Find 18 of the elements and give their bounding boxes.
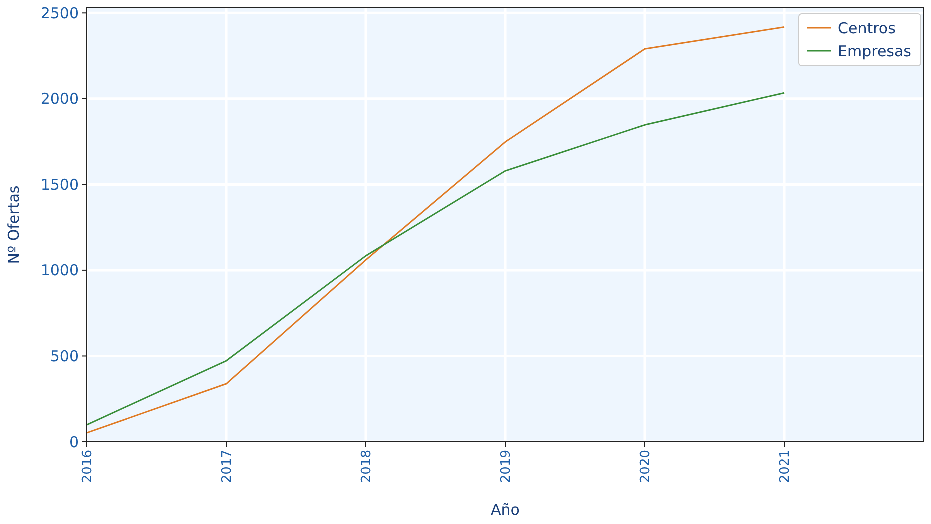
y-tick-label: 1500 [40, 176, 79, 194]
x-tick-label: 2017 [220, 450, 236, 484]
y-tick-label: 500 [50, 347, 79, 366]
x-tick-label: 2016 [80, 450, 96, 484]
x-tick-label: 2021 [778, 450, 794, 484]
y-tick-label: 0 [69, 433, 79, 452]
line-series [86, 92, 786, 426]
line-series [86, 26, 786, 434]
y-axis-title: Nº Ofertas [5, 186, 23, 264]
legend-label: Centros [838, 19, 896, 38]
y-tick-label: 2000 [40, 90, 79, 108]
x-tick-label: 2018 [360, 450, 375, 484]
y-tick-label: 2500 [40, 4, 79, 22]
y-tick-label: 1000 [40, 262, 79, 280]
legend-label: Empresas [838, 42, 912, 60]
x-axis-title: Año [491, 501, 520, 519]
x-tick-label: 2020 [638, 450, 654, 484]
x-tick-label: 2019 [499, 450, 514, 484]
